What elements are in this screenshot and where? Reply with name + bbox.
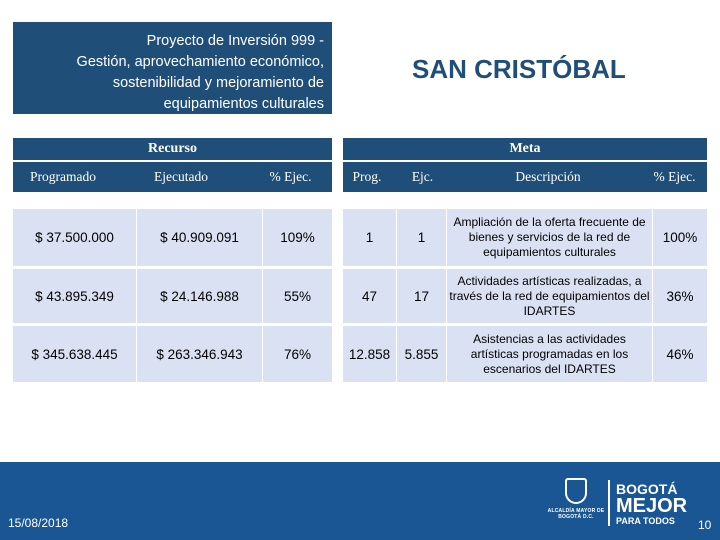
divider xyxy=(446,209,447,382)
logo-line-mejor: MEJOR xyxy=(616,495,688,517)
cell-programado: $ 37.500.000 xyxy=(35,230,114,245)
logo-line-bogota: BOGOTÁ xyxy=(616,481,678,497)
cell-prog: 1 xyxy=(365,230,374,245)
divider xyxy=(343,323,707,326)
cell-pct-ejec: 55% xyxy=(283,288,312,304)
col-header-ejecutado: Ejecutado xyxy=(154,169,208,184)
cell-prog: 12.858 xyxy=(348,346,391,362)
divider xyxy=(13,323,332,326)
cell-pct-ejec: 36% xyxy=(666,288,694,304)
cell-ejc: 1 xyxy=(417,230,426,245)
alcaldia-logo-text: ALCALDÍA MAYOR DE BOGOTÁ D.C. xyxy=(547,508,605,520)
locality-title: SAN CRISTÓBAL xyxy=(412,54,626,84)
alcaldia-logo: ALCALDÍA MAYOR DE BOGOTÁ D.C. xyxy=(545,478,607,528)
cell-ejc: 17 xyxy=(413,288,430,304)
cell-descripcion: Actividades artísticas realizadas, a tra… xyxy=(449,273,650,318)
cell-descripcion: Ampliación de la oferta frecuente de bie… xyxy=(453,215,646,259)
col-header-prog: Prog. xyxy=(352,169,382,184)
project-title-line: equipamientos culturales xyxy=(163,96,324,112)
footer-bar xyxy=(0,462,720,540)
cell-ejecutado: $ 24.146.988 xyxy=(160,288,239,304)
project-title-line: sostenibilidad y mejoramiento de xyxy=(112,75,324,91)
recurso-header: Recurso xyxy=(13,138,332,160)
divider xyxy=(136,209,137,382)
divider xyxy=(262,209,263,382)
col-header-descripcion: Descripción xyxy=(515,169,581,184)
cell-prog: 47 xyxy=(361,288,378,304)
cell-ejc: 5.855 xyxy=(404,346,439,362)
meta-table-body: 1 1 Ampliación de la oferta frecuente de… xyxy=(343,209,707,382)
cell-ejecutado: $ 40.909.091 xyxy=(160,230,239,245)
recurso-column-headers: Programado Ejecutado % Ejec. xyxy=(13,162,332,192)
cell-pct-ejec: 76% xyxy=(283,346,312,362)
page-number: 10 xyxy=(698,518,712,532)
divider xyxy=(343,266,707,269)
divider xyxy=(652,209,653,382)
bogota-mejor-logo: BOGOTÁ MEJOR PARA TODOS xyxy=(616,481,688,527)
logo-divider xyxy=(608,480,610,526)
divider xyxy=(13,266,332,269)
col-header-pct-ejec: % Ejec. xyxy=(653,169,696,184)
cell-programado: $ 345.638.445 xyxy=(31,346,118,362)
cell-descripcion: Asistencias a las actividades artísticas… xyxy=(470,331,629,376)
meta-header: Meta xyxy=(343,138,707,160)
cell-pct-ejec: 100% xyxy=(662,230,698,245)
project-title-line: Proyecto de Inversión 999 - xyxy=(146,33,324,49)
col-header-pct-ejec: % Ejec. xyxy=(269,169,312,184)
meta-column-headers: Prog. Ejc. Descripción % Ejec. xyxy=(343,162,707,192)
project-title-line: Gestión, aprovechamiento económico, xyxy=(76,54,324,70)
divider xyxy=(396,209,397,382)
shield-icon xyxy=(565,478,587,504)
cell-programado: $ 43.895.349 xyxy=(35,288,114,304)
footer-date: 15/08/2018 xyxy=(8,516,69,530)
project-title-box: Proyecto de Inversión 999 - Gestión, apr… xyxy=(13,22,332,114)
col-header-programado: Programado xyxy=(30,169,96,184)
col-header-ejc: Ejc. xyxy=(411,169,434,184)
recurso-table-body: $ 37.500.000 $ 40.909.091 109% $ 43.895.… xyxy=(13,209,332,382)
cell-pct-ejec: 109% xyxy=(280,230,315,245)
logo-line-para-todos: PARA TODOS xyxy=(616,516,675,526)
cell-pct-ejec: 46% xyxy=(666,346,694,362)
cell-ejecutado: $ 263.346.943 xyxy=(156,346,243,362)
